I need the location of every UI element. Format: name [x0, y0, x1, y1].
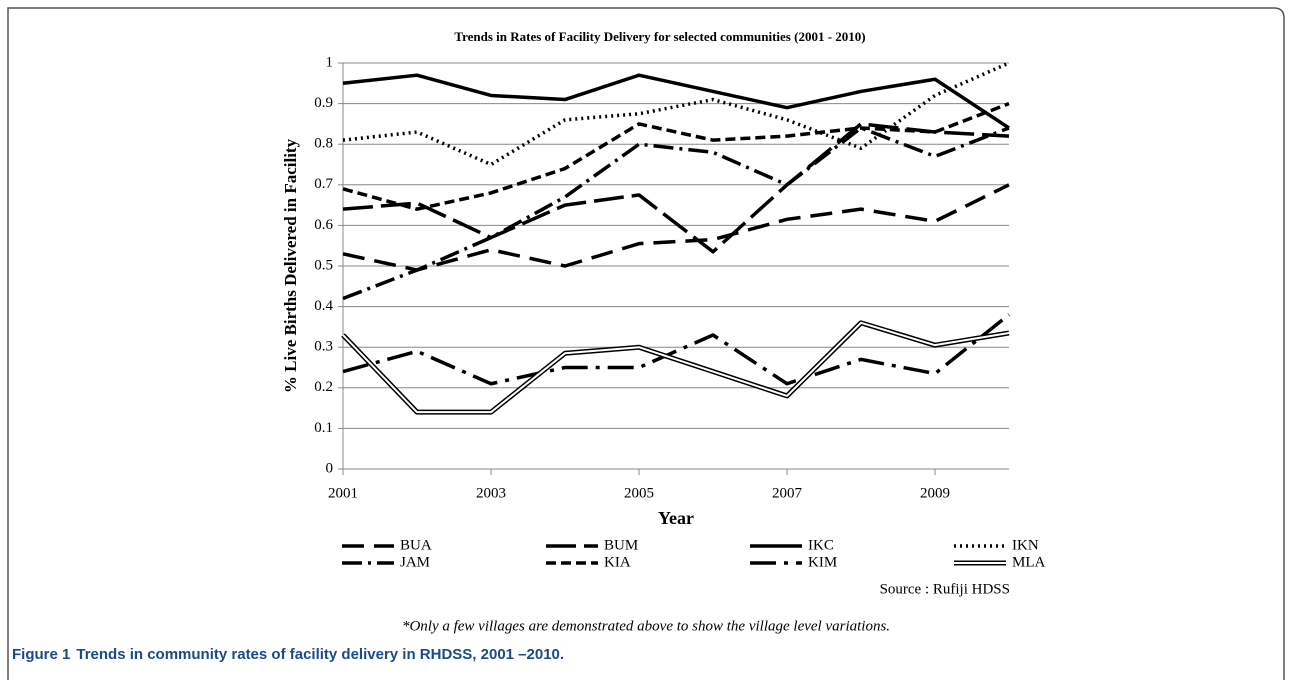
legend-label: BUM — [604, 537, 638, 553]
chart-title: Trends in Rates of Facility Delivery for… — [454, 29, 865, 44]
x-tick-label: 2003 — [476, 485, 506, 501]
y-tick-label: 0.4 — [314, 298, 333, 314]
series-line — [342, 183, 1010, 272]
legend-label: JAM — [400, 554, 430, 570]
x-axis-label: Year — [658, 508, 694, 528]
legend-label: BUA — [400, 537, 432, 553]
source: Source : Rufiji HDSS — [880, 581, 1010, 597]
caption-text: Trends in community rates of facility de… — [76, 646, 564, 663]
y-tick-label: 0.5 — [314, 257, 333, 273]
legend-label: IKC — [808, 537, 834, 553]
x-tick-label: 2001 — [328, 485, 358, 501]
y-tick-label: 0.3 — [314, 339, 333, 355]
series-line — [342, 122, 1010, 254]
x-tick-label: 2005 — [624, 485, 654, 501]
y-tick-label: 0.7 — [314, 176, 333, 192]
y-tick-label: 0.2 — [314, 379, 333, 395]
figure-frame — [7, 7, 1285, 680]
legend-label: IKN — [1012, 537, 1039, 553]
caption: Figure 1 Trends in community rates of fac… — [12, 646, 564, 663]
y-axis-label: % Live Births Delivered in Facility — [281, 138, 300, 393]
series-line — [342, 73, 1010, 130]
legend-label: KIA — [604, 554, 631, 570]
legend-label: KIM — [808, 554, 837, 570]
series-line — [342, 61, 1010, 167]
series-line — [342, 126, 1010, 301]
legend-label: MLA — [1012, 554, 1046, 570]
series-line — [342, 101, 1010, 211]
x-tick-label: 2007 — [772, 485, 803, 501]
x-tick-label: 2009 — [920, 485, 950, 501]
y-tick-label: 1 — [326, 54, 334, 70]
y-tick-label: 0.1 — [314, 420, 333, 436]
y-tick-label: 0 — [326, 460, 334, 476]
series-line — [342, 313, 1011, 386]
y-tick-label: 0.8 — [314, 136, 333, 152]
y-tick-label: 0.9 — [314, 95, 333, 111]
note: *Only a few villages are demonstrated ab… — [402, 618, 890, 634]
y-tick-label: 0.6 — [314, 217, 333, 233]
caption-label: Figure 1 — [12, 646, 70, 663]
series-line-inner — [342, 321, 1010, 414]
